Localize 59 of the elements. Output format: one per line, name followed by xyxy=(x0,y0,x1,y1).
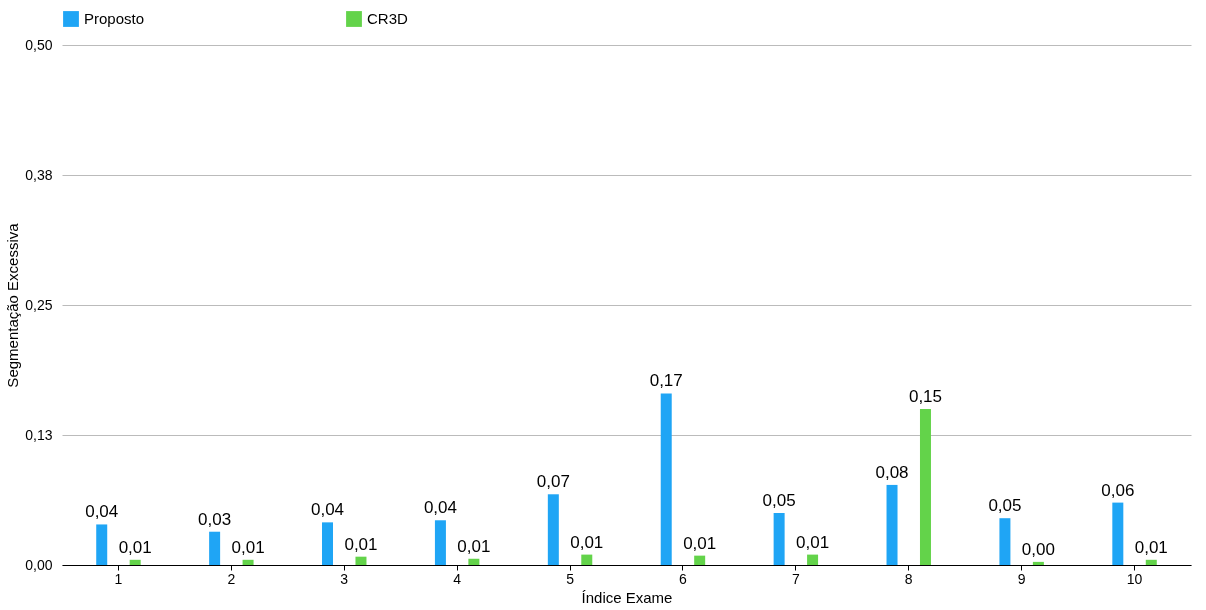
legend-label: CR3D xyxy=(367,10,409,27)
bar xyxy=(807,554,819,565)
data-label: 0,01 xyxy=(231,537,265,557)
data-label: 0,00 xyxy=(1021,539,1055,559)
data-label: 0,01 xyxy=(796,532,830,552)
x-tick-label: 8 xyxy=(904,570,913,587)
bar xyxy=(547,494,559,565)
data-label: 0,01 xyxy=(683,533,717,553)
x-tick-label: 1 xyxy=(114,570,123,587)
bar xyxy=(773,513,785,565)
data-label: 0,08 xyxy=(875,462,909,482)
y-tick-label: 0,38 xyxy=(25,166,53,183)
bar xyxy=(355,556,367,565)
y-tick-label: 0,00 xyxy=(25,556,53,573)
legend-label: Proposto xyxy=(84,10,145,27)
x-tick-label: 10 xyxy=(1126,570,1143,587)
bar xyxy=(1032,561,1044,565)
data-label: 0,03 xyxy=(198,509,232,529)
bar xyxy=(129,559,141,565)
data-label: 0,15 xyxy=(908,387,943,406)
data-label: 0,04 xyxy=(310,500,345,520)
x-tick-label: 9 xyxy=(1017,570,1026,587)
bar xyxy=(1112,502,1124,565)
data-label: 0,05 xyxy=(762,491,796,510)
data-label: 0,01 xyxy=(570,532,604,552)
bar xyxy=(919,409,931,565)
y-tick-label: 0,50 xyxy=(25,36,53,53)
bar xyxy=(242,559,254,565)
data-label: 0,01 xyxy=(457,536,491,556)
data-label: 0,17 xyxy=(649,371,683,391)
x-tick-label: 2 xyxy=(227,570,236,587)
bar xyxy=(209,531,221,565)
data-label: 0,04 xyxy=(423,498,457,518)
data-label: 0,05 xyxy=(988,496,1022,516)
data-label: 0,01 xyxy=(118,537,152,557)
y-tick-label: 0,25 xyxy=(25,296,53,313)
bar xyxy=(468,558,480,565)
bar xyxy=(96,524,108,565)
y-tick-label: 0,13 xyxy=(25,426,53,443)
bar xyxy=(581,554,593,565)
x-tick-label: 7 xyxy=(791,570,800,587)
x-tick-label: 3 xyxy=(340,570,349,587)
data-label: 0,07 xyxy=(536,472,570,492)
bar xyxy=(322,522,334,565)
bar xyxy=(694,555,706,565)
x-tick-label: 4 xyxy=(453,570,462,587)
x-axis-title: Índice Exame xyxy=(581,588,673,606)
bar xyxy=(434,520,446,565)
data-label: 0,01 xyxy=(1134,537,1168,557)
data-label: 0,06 xyxy=(1101,480,1135,500)
x-tick-label: 6 xyxy=(679,570,688,587)
bar xyxy=(660,393,672,565)
data-label: 0,01 xyxy=(344,534,378,554)
data-label: 0,04 xyxy=(85,502,119,522)
y-axis-title: Segmentação Excessiva xyxy=(4,222,22,388)
x-tick-label: 5 xyxy=(566,570,575,587)
bar xyxy=(1145,559,1157,565)
bar xyxy=(886,484,898,565)
bar xyxy=(999,518,1011,565)
